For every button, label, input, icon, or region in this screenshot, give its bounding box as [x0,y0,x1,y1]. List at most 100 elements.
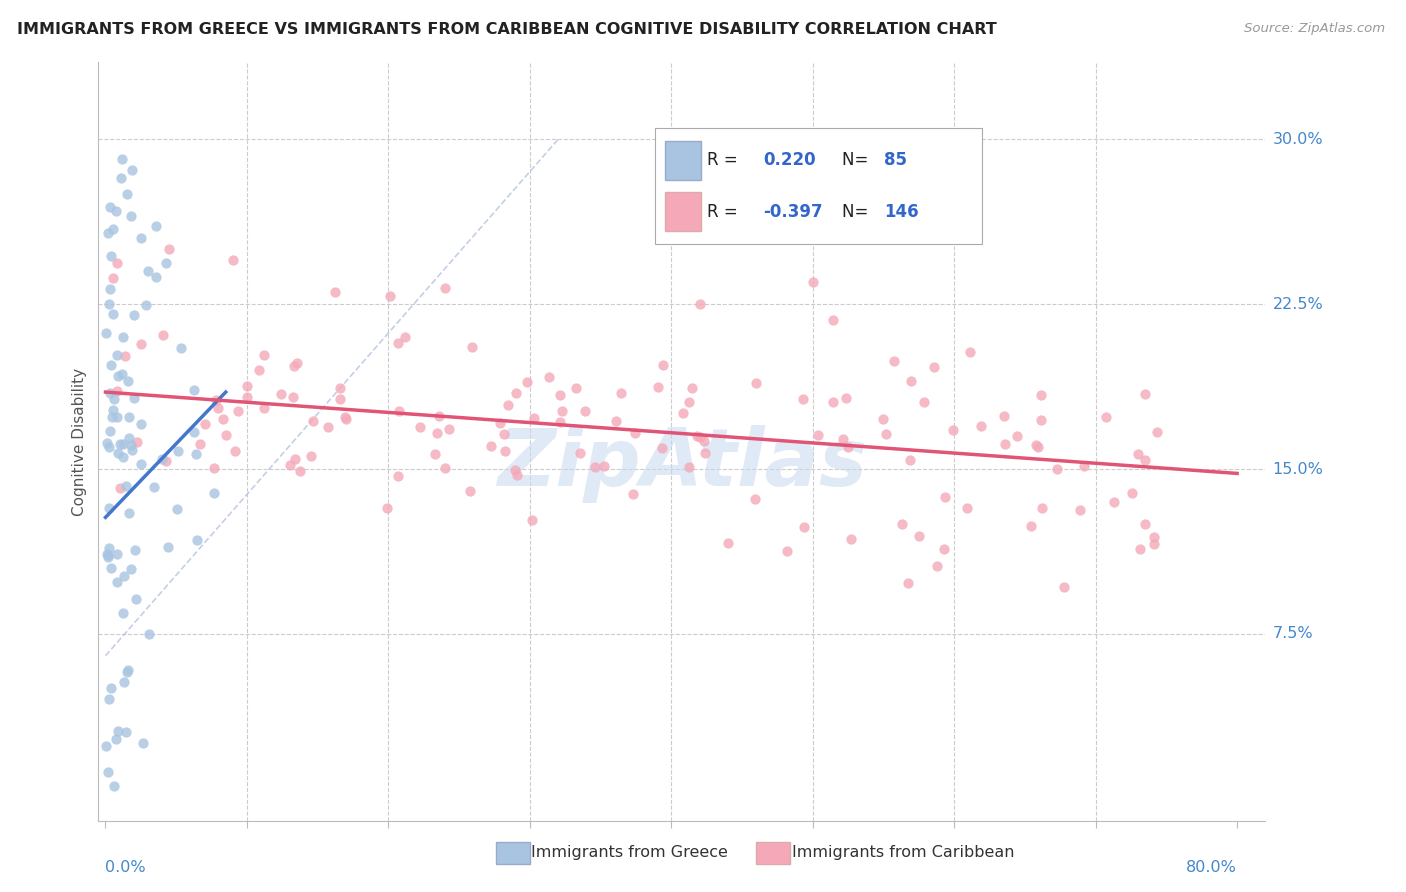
Point [205,392,228,407]
Point [394,329,416,343]
Point [678,395,700,409]
Point [222,253,245,268]
Point [932,541,955,556]
Point [157,242,180,256]
Point [186,533,208,547]
Point [117,431,139,445]
Point [96,436,118,450]
Point [202,486,225,500]
Point [115,725,138,739]
Point [107,369,129,384]
Point [505,462,527,476]
Point [278,458,301,472]
Point [188,437,211,451]
Point [1133,453,1156,467]
Point [458,484,481,499]
Point [183,425,205,440]
Point [104,731,127,746]
Point [776,544,799,558]
Point [98,283,121,297]
Point [157,540,180,554]
Text: ZipAtlas: ZipAtlas [496,425,868,503]
Point [689,430,711,444]
Point [101,221,124,235]
Point [1031,500,1053,515]
Point [111,329,134,343]
Point [115,665,138,679]
Point [839,532,862,546]
Point [107,723,129,738]
Point [934,490,956,504]
Point [624,425,647,440]
Point [1143,530,1166,544]
Point [253,348,276,362]
Point [433,281,456,295]
Point [100,249,122,263]
Point [97,500,120,515]
Point [651,441,673,455]
Point [98,201,121,215]
Point [593,458,616,473]
Point [212,412,235,426]
Point [98,424,121,438]
Point [236,379,259,393]
Point [550,388,572,402]
Point [693,434,716,448]
Text: 7.5%: 7.5% [1272,626,1313,641]
Text: N=: N= [842,202,873,220]
Point [505,385,527,400]
Point [329,381,352,395]
Text: 30.0%: 30.0% [1272,132,1323,147]
Point [1146,425,1168,439]
Point [122,391,145,405]
Text: Immigrants from Greece: Immigrants from Greece [531,846,728,861]
Point [793,520,815,534]
Point [98,385,121,400]
Point [494,444,516,458]
Point [686,429,709,443]
Point [105,348,128,362]
Point [537,370,560,384]
Point [375,500,398,515]
Point [1073,459,1095,474]
Point [115,479,138,493]
Text: R =: R = [707,202,744,220]
Point [120,562,142,576]
Point [479,439,502,453]
Point [101,307,124,321]
Point [117,663,139,677]
Point [900,374,922,388]
Point [252,401,274,415]
Point [98,296,121,310]
Point [1102,495,1125,509]
Point [101,271,124,285]
Point [316,420,339,434]
Point [117,375,139,389]
Point [387,335,409,350]
Point [145,219,167,233]
Point [523,410,546,425]
Point [284,452,307,467]
Point [925,558,948,573]
Text: 15.0%: 15.0% [1272,461,1323,476]
Point [152,328,174,343]
Point [437,422,460,436]
Point [605,414,627,428]
Point [574,404,596,418]
Text: 0.0%: 0.0% [105,860,146,875]
Point [131,417,153,432]
Point [426,426,449,441]
Point [150,451,173,466]
Point [409,420,432,434]
Point [100,358,122,372]
Point [224,444,246,458]
Point [942,423,965,437]
Point [1046,461,1069,475]
Point [1025,438,1047,452]
Point [427,409,450,423]
Point [194,417,217,431]
Text: IMMIGRANTS FROM GREECE VS IMMIGRANTS FROM CARIBBEAN COGNITIVE DISABILITY CORRELA: IMMIGRANTS FROM GREECE VS IMMIGRANTS FRO… [17,22,997,37]
Point [132,736,155,750]
Point [107,446,129,460]
Point [105,410,128,425]
